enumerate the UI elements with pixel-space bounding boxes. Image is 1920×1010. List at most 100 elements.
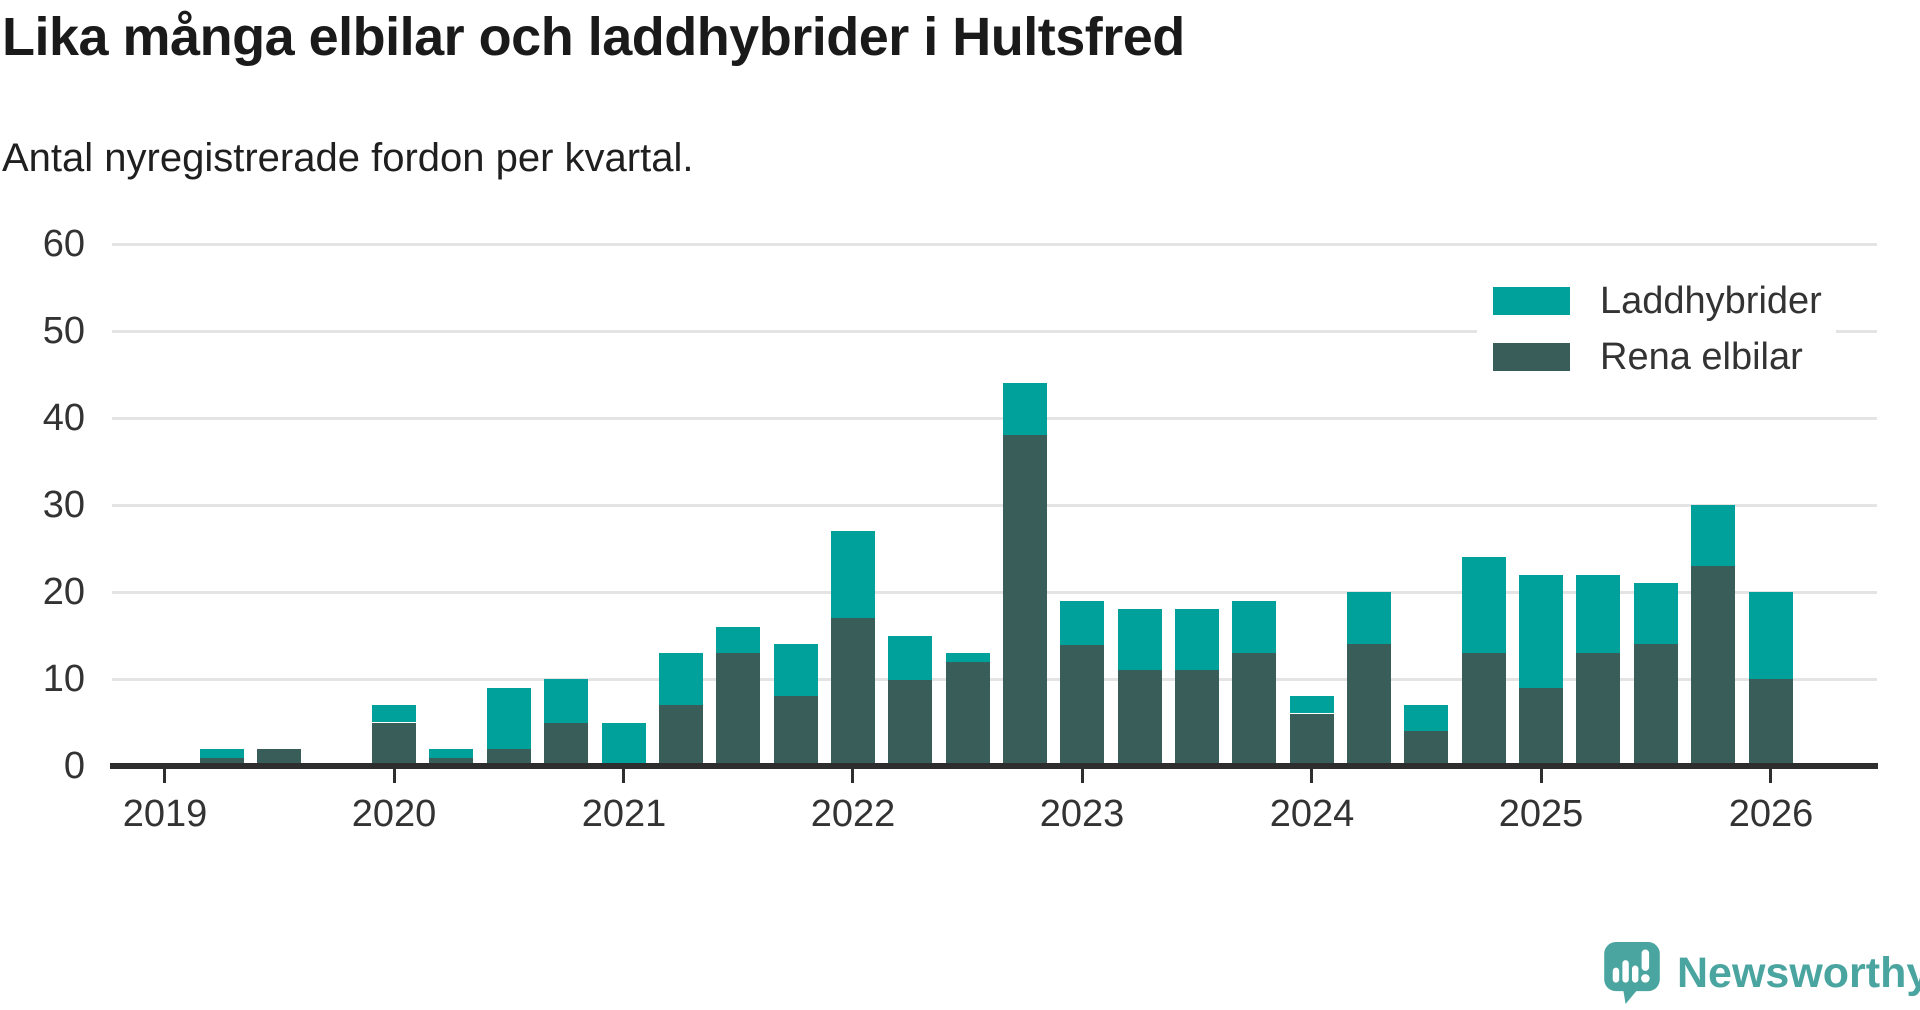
bar-2022-q1-laddhybrider	[831, 531, 875, 618]
x-tick-label-2023: 2023	[1039, 793, 1125, 835]
chart-subtitle: Antal nyregistrerade fordon per kvartal.	[2, 136, 694, 180]
legend-swatch-rena-elbilar	[1493, 343, 1570, 371]
bar-2023-q1-rena-elbilar	[1060, 644, 1104, 766]
logo-bar-3	[1632, 965, 1639, 983]
bar-2022-q4-rena-elbilar	[1003, 435, 1047, 766]
bar-2024-q3-rena-elbilar	[1404, 731, 1448, 766]
bar-2020-q1-laddhybrider	[372, 705, 416, 722]
bar-2020-q2-rena-elbilar	[429, 757, 473, 766]
y-tick-label-20: 20	[42, 571, 85, 613]
bar-2019-q2-laddhybrider	[200, 749, 244, 758]
y-gridline-40	[112, 417, 1877, 420]
bar-2023-q2-laddhybrider	[1118, 609, 1162, 670]
bar-2025-q4-laddhybrider	[1691, 505, 1735, 566]
bar-2025-q3-laddhybrider	[1634, 583, 1678, 644]
y-gridline-10	[112, 678, 1877, 681]
bar-2024-q2-laddhybrider	[1347, 592, 1391, 644]
bar-2021-q1-laddhybrider	[602, 723, 646, 767]
legend-label-rena-elbilar: Rena elbilar	[1600, 335, 1803, 378]
bar-2021-q4-rena-elbilar	[774, 696, 818, 766]
y-tick-label-50: 50	[42, 310, 85, 352]
bar-2022-q3-laddhybrider	[946, 653, 990, 662]
bar-2025-q2-rena-elbilar	[1576, 653, 1620, 766]
x-tick-label-2025: 2025	[1498, 793, 1584, 835]
x-tick-label-2026: 2026	[1728, 793, 1814, 835]
bar-2022-q2-laddhybrider	[888, 636, 932, 680]
logo-exclamation-stem	[1641, 949, 1650, 971]
x-tick-label-2021: 2021	[581, 793, 667, 835]
bar-2021-q3-rena-elbilar	[716, 653, 760, 766]
bar-2020-q1-rena-elbilar	[372, 723, 416, 767]
legend-swatch-laddhybrider	[1493, 287, 1570, 315]
bar-2022-q4-laddhybrider	[1003, 383, 1047, 435]
newsworthy-footer: Newsworthy	[1604, 942, 1920, 1004]
bar-2023-q1-laddhybrider	[1060, 601, 1104, 645]
x-tick-label-2019: 2019	[122, 793, 208, 835]
legend-label-laddhybrider: Laddhybrider	[1600, 279, 1822, 322]
bar-2024-q2-rena-elbilar	[1347, 644, 1391, 766]
bar-2021-q4-laddhybrider	[774, 644, 818, 696]
bar-2021-q2-rena-elbilar	[659, 705, 703, 766]
bar-2020-q3-rena-elbilar	[487, 749, 531, 766]
x-tick-label-2022: 2022	[810, 793, 896, 835]
bar-2024-q1-laddhybrider	[1290, 696, 1334, 713]
y-tick-label-30: 30	[42, 484, 85, 526]
bar-2022-q1-rena-elbilar	[831, 618, 875, 766]
bar-2023-q3-rena-elbilar	[1175, 670, 1219, 766]
x-tick-2021	[622, 769, 625, 783]
bar-2021-q2-laddhybrider	[659, 653, 703, 705]
legend: Laddhybrider Rena elbilar	[1477, 273, 1836, 385]
bar-2020-q3-laddhybrider	[487, 688, 531, 749]
bar-2020-q4-laddhybrider	[544, 679, 588, 723]
x-tick-2022	[851, 769, 854, 783]
logo-bar-1	[1612, 967, 1620, 983]
legend-item-laddhybrider: Laddhybrider	[1493, 273, 1822, 329]
x-tick-2020	[393, 769, 396, 783]
logo-exclamation-dot	[1641, 974, 1650, 983]
y-gridline-50	[112, 330, 1877, 333]
bar-2023-q3-laddhybrider	[1175, 609, 1219, 670]
x-tick-2026	[1769, 769, 1772, 783]
bar-2019-q2-rena-elbilar	[200, 757, 244, 766]
chart-title: Lika många elbilar och laddhybrider i Hu…	[2, 7, 1185, 67]
legend-item-rena-elbilar: Rena elbilar	[1493, 329, 1822, 385]
bar-2024-q3-laddhybrider	[1404, 705, 1448, 731]
bar-2022-q2-rena-elbilar	[888, 679, 932, 766]
x-tick-2025	[1540, 769, 1543, 783]
x-tick-2024	[1310, 769, 1313, 783]
x-tick-label-2024: 2024	[1269, 793, 1355, 835]
y-tick-label-60: 60	[42, 223, 85, 265]
bar-2019-q3-rena-elbilar	[257, 749, 301, 766]
bar-2025-q4-rena-elbilar	[1691, 566, 1735, 766]
bar-2026-q1-laddhybrider	[1749, 592, 1793, 679]
bar-2025-q3-rena-elbilar	[1634, 644, 1678, 766]
bar-2020-q2-laddhybrider	[429, 749, 473, 758]
x-tick-2019	[163, 769, 166, 783]
x-tick-label-2020: 2020	[351, 793, 437, 835]
bar-2025-q2-laddhybrider	[1576, 575, 1620, 653]
bar-2020-q4-rena-elbilar	[544, 723, 588, 767]
x-tick-2023	[1081, 769, 1084, 783]
bar-2024-q1-rena-elbilar	[1290, 714, 1334, 766]
y-gridline-30	[112, 504, 1877, 507]
y-gridline-20	[112, 591, 1877, 594]
bar-2022-q3-rena-elbilar	[946, 662, 990, 766]
bar-2025-q1-rena-elbilar	[1519, 688, 1563, 766]
bar-2024-q4-rena-elbilar	[1462, 653, 1506, 766]
bar-2024-q4-laddhybrider	[1462, 557, 1506, 653]
bar-2023-q2-rena-elbilar	[1118, 670, 1162, 766]
x-axis-line	[110, 763, 1878, 769]
bar-2021-q3-laddhybrider	[716, 627, 760, 653]
logo-bar-2	[1622, 960, 1629, 983]
y-gridline-60	[112, 243, 1877, 246]
bar-2026-q1-rena-elbilar	[1749, 679, 1793, 766]
y-tick-label-10: 10	[42, 658, 85, 700]
bar-2025-q1-laddhybrider	[1519, 575, 1563, 688]
brand-name: Newsworthy	[1677, 949, 1920, 997]
y-tick-label-40: 40	[42, 397, 85, 439]
bar-2023-q4-rena-elbilar	[1232, 653, 1276, 766]
newsworthy-logo-icon	[1604, 942, 1660, 1004]
bar-2023-q4-laddhybrider	[1232, 601, 1276, 653]
y-tick-label-0: 0	[63, 745, 85, 787]
